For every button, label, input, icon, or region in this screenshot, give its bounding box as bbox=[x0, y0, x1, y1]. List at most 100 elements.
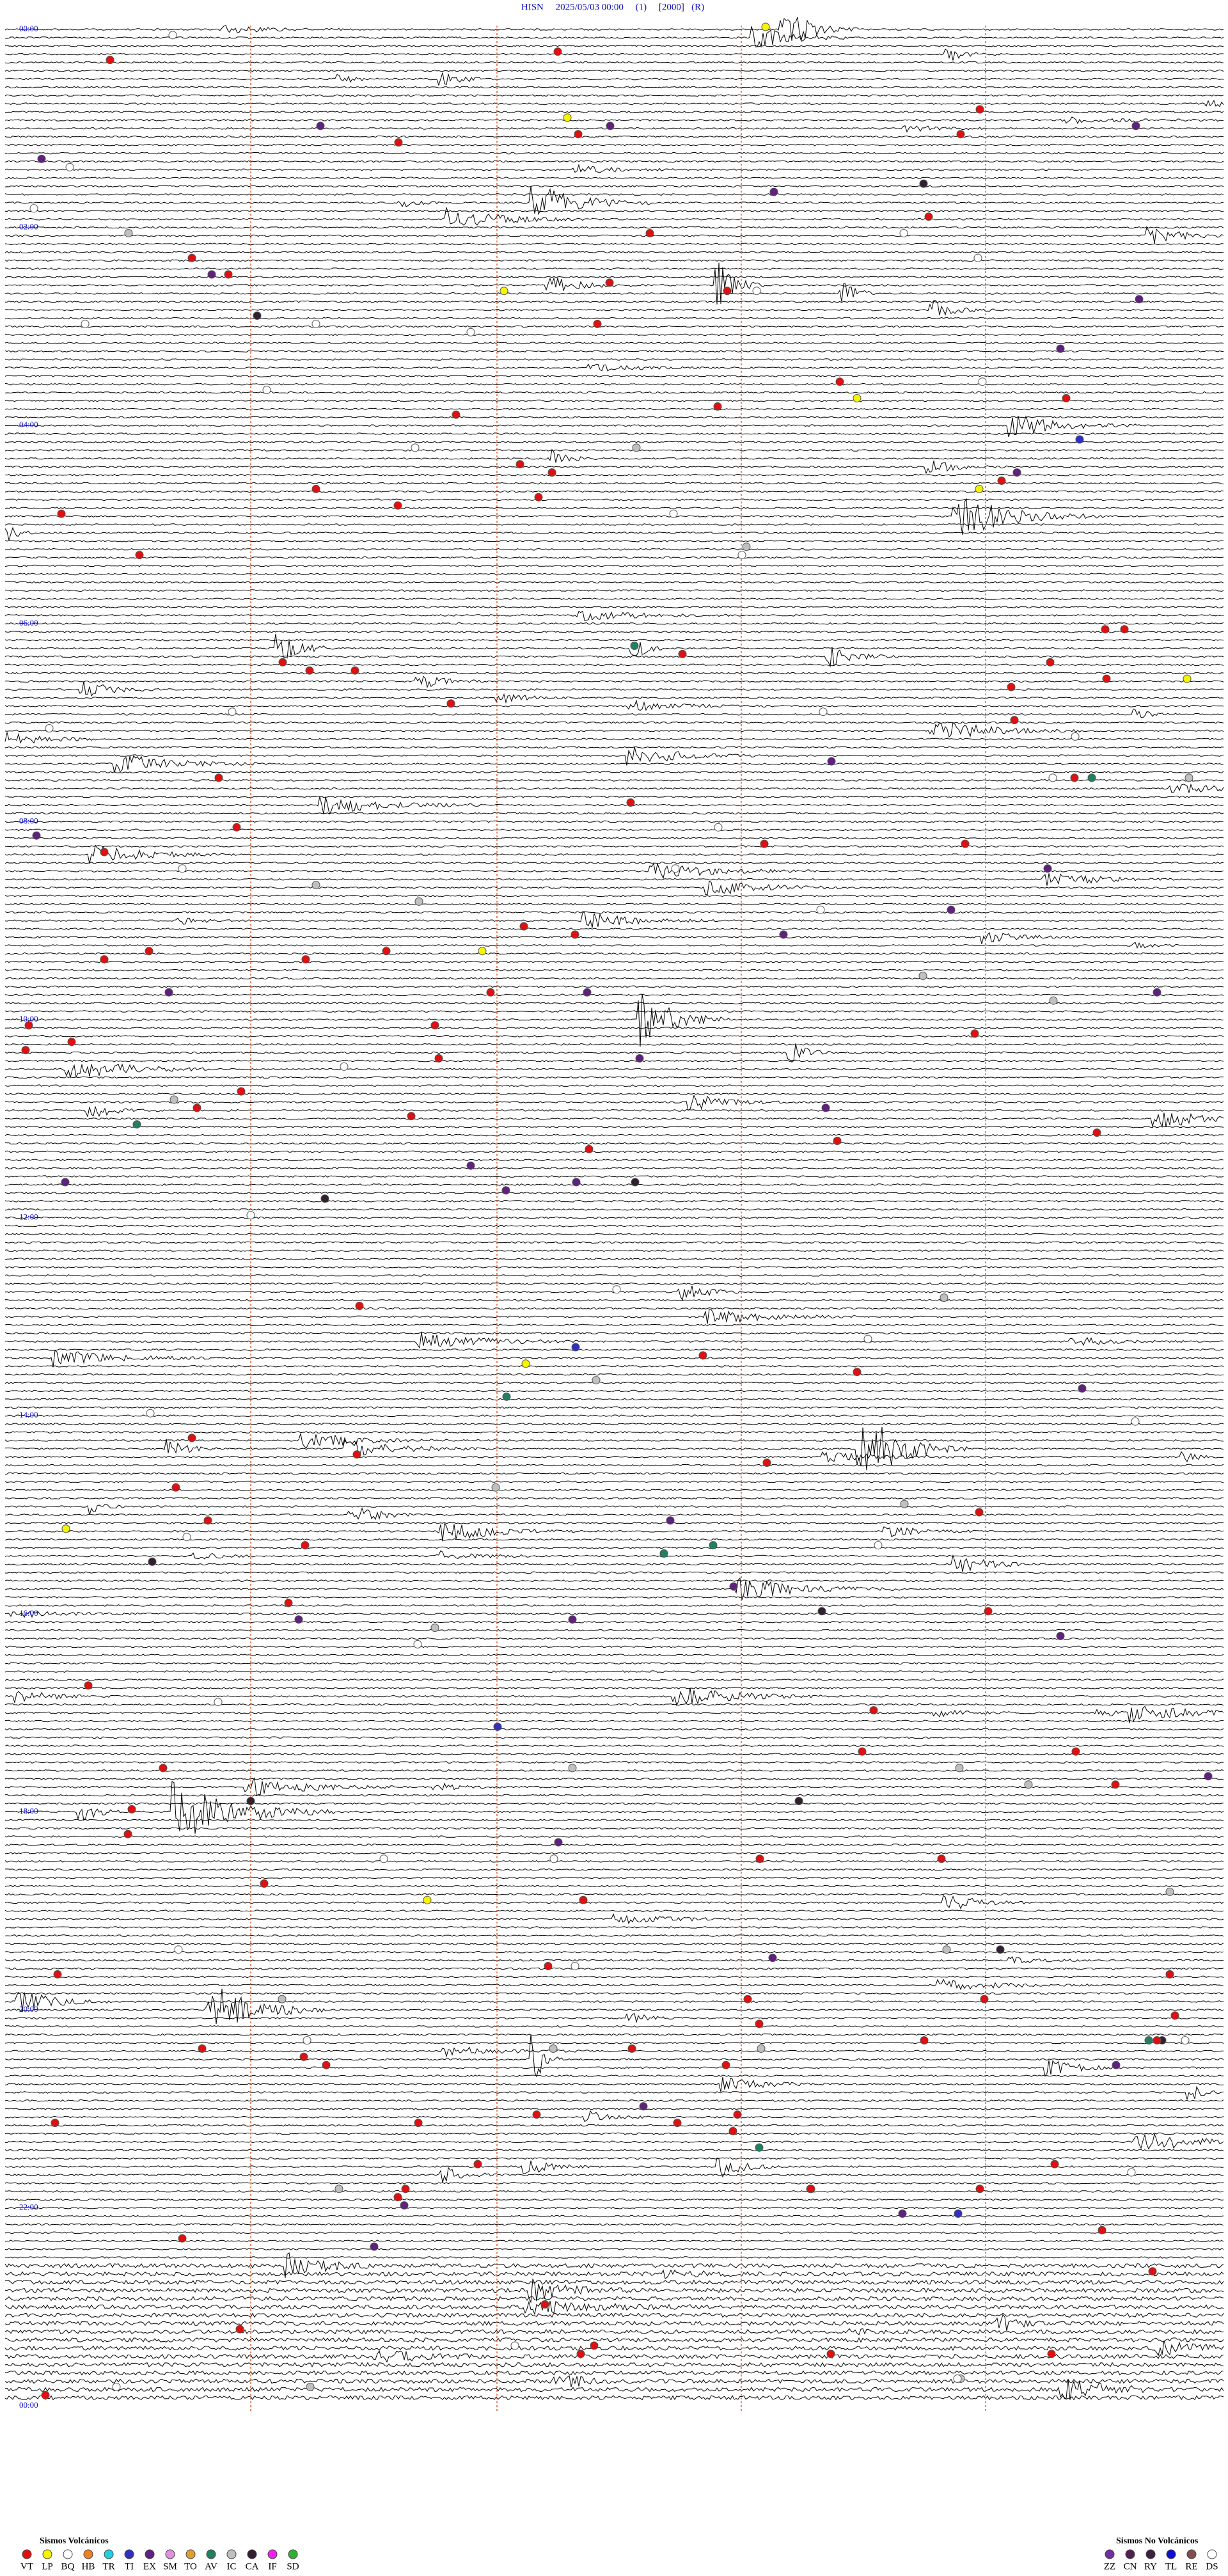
event-marker bbox=[826, 2350, 835, 2359]
event-marker bbox=[755, 2019, 764, 2028]
trace bbox=[4, 1167, 1224, 1170]
event-marker bbox=[714, 823, 723, 832]
trace bbox=[4, 432, 1224, 435]
event-marker bbox=[779, 930, 788, 939]
trace bbox=[4, 2269, 1224, 2279]
trace bbox=[4, 610, 1224, 621]
trace bbox=[4, 460, 1224, 475]
trace bbox=[4, 1744, 1224, 1748]
event-marker bbox=[164, 988, 173, 997]
event-marker bbox=[762, 1458, 771, 1467]
event-marker bbox=[1050, 2160, 1059, 2169]
trace bbox=[4, 1480, 1224, 1483]
trace bbox=[4, 1604, 1224, 1607]
trace bbox=[4, 581, 1224, 584]
event-marker bbox=[178, 864, 187, 873]
event-marker bbox=[430, 1021, 439, 1030]
event-marker bbox=[568, 1615, 577, 1624]
trace bbox=[4, 1349, 1224, 1368]
event-marker bbox=[352, 1450, 361, 1459]
trace bbox=[4, 812, 1224, 815]
event-marker bbox=[21, 1046, 30, 1055]
event-marker bbox=[1010, 716, 1019, 725]
trace bbox=[4, 2256, 1224, 2259]
event-marker bbox=[1101, 625, 1110, 634]
trace bbox=[4, 1777, 1224, 1780]
trace bbox=[4, 1426, 1224, 1471]
event-marker bbox=[320, 1194, 329, 1203]
event-marker bbox=[510, 2341, 519, 2350]
trace bbox=[4, 1010, 1224, 1013]
event-marker bbox=[246, 1211, 255, 1220]
event-marker bbox=[835, 377, 844, 386]
event-marker bbox=[571, 930, 579, 939]
trace bbox=[4, 1224, 1224, 1228]
event-marker bbox=[45, 724, 54, 732]
event-marker bbox=[635, 1054, 644, 1063]
trace bbox=[4, 1299, 1224, 1302]
event-marker bbox=[132, 1120, 141, 1129]
trace bbox=[4, 2395, 1224, 2401]
trace bbox=[4, 2328, 1224, 2335]
event-marker bbox=[1148, 2267, 1157, 2276]
trace bbox=[4, 1398, 1224, 1401]
event-marker bbox=[606, 122, 615, 130]
event-marker bbox=[794, 1797, 803, 1805]
legend-swatch bbox=[83, 2549, 93, 2559]
event-marker bbox=[757, 2044, 766, 2053]
trace bbox=[4, 2240, 1224, 2243]
trace bbox=[4, 1895, 1224, 1909]
time-label: 00:00 bbox=[19, 2400, 38, 2410]
trace bbox=[4, 977, 1224, 980]
trace bbox=[4, 1175, 1224, 1178]
trace bbox=[4, 539, 1224, 542]
trace bbox=[4, 1034, 1224, 1038]
event-marker bbox=[760, 839, 769, 848]
event-marker bbox=[997, 477, 1006, 485]
event-marker bbox=[1120, 625, 1129, 634]
event-marker bbox=[900, 1499, 909, 1508]
legend-swatch bbox=[1145, 2549, 1156, 2559]
trace bbox=[4, 1105, 1224, 1118]
trace bbox=[5, 796, 1224, 815]
trace bbox=[4, 1776, 1224, 1796]
event-marker bbox=[311, 484, 320, 493]
trace bbox=[4, 350, 1224, 353]
event-marker bbox=[869, 1706, 878, 1715]
event-marker bbox=[593, 319, 602, 328]
trace bbox=[4, 283, 1224, 302]
event-marker bbox=[1075, 435, 1084, 444]
trace bbox=[4, 441, 1224, 443]
event-marker bbox=[502, 1392, 511, 1401]
event-marker bbox=[84, 1681, 93, 1690]
trace bbox=[4, 2025, 1224, 2028]
time-label: 20:00 bbox=[19, 2004, 38, 2014]
trace bbox=[4, 1134, 1224, 1137]
event-marker bbox=[452, 410, 460, 419]
trace bbox=[4, 2198, 1224, 2201]
trace bbox=[4, 928, 1224, 931]
trace bbox=[4, 1662, 1224, 1665]
event-marker bbox=[554, 1838, 563, 1847]
trace bbox=[4, 1769, 1224, 1772]
trace bbox=[4, 2248, 1224, 2251]
trace bbox=[4, 783, 1224, 793]
event-marker bbox=[1144, 2036, 1153, 2045]
event-marker bbox=[81, 319, 90, 328]
trace bbox=[4, 1629, 1224, 1632]
trace bbox=[4, 2034, 1224, 2078]
trace bbox=[4, 2337, 1224, 2343]
trace bbox=[4, 1043, 1224, 1063]
event-marker bbox=[355, 1302, 364, 1310]
event-marker bbox=[262, 386, 271, 395]
time-label: 14:00 bbox=[19, 1410, 38, 1419]
event-marker bbox=[214, 1698, 223, 1707]
trace bbox=[4, 1950, 1224, 1954]
event-marker bbox=[630, 642, 639, 650]
trace bbox=[4, 2157, 1224, 2178]
event-marker bbox=[549, 1854, 558, 1863]
trace bbox=[4, 795, 1224, 798]
trace bbox=[4, 2362, 1224, 2367]
trace bbox=[5, 1620, 1224, 1624]
legend-label: LP bbox=[42, 2561, 53, 2572]
